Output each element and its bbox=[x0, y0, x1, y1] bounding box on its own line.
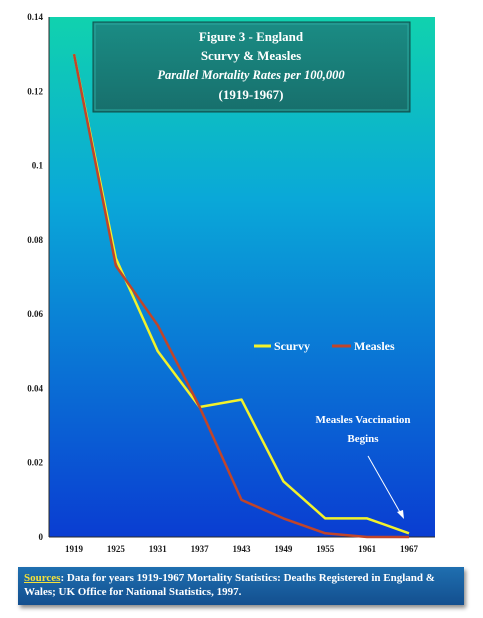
y-tick-label: 0.02 bbox=[27, 458, 43, 468]
title-line-4: (1919-1967) bbox=[219, 87, 284, 102]
series-line-measles bbox=[72, 53, 409, 539]
legend-label-measles: Measles bbox=[354, 339, 395, 353]
x-tick-label: 1967 bbox=[400, 544, 419, 554]
x-tick-label: 1925 bbox=[107, 544, 126, 554]
vaccination-annotation: Measles Vaccination Begins bbox=[315, 414, 411, 519]
x-tick-label: 1937 bbox=[191, 544, 210, 554]
annotation-line-1: Measles Vaccination bbox=[315, 414, 410, 426]
y-tick-label: 0.04 bbox=[27, 383, 43, 393]
x-tick-label: 1955 bbox=[316, 544, 335, 554]
x-tick-label: 1931 bbox=[149, 544, 168, 554]
x-tick-label: 1943 bbox=[233, 544, 252, 554]
title-line-1: Figure 3 - England bbox=[199, 29, 304, 44]
title-line-2: Scurvy & Measles bbox=[201, 48, 301, 63]
title-line-3: Parallel Mortality Rates per 100,000 bbox=[157, 68, 345, 82]
legend-label-scurvy: Scurvy bbox=[274, 339, 310, 353]
annotation-arrow bbox=[367, 455, 402, 515]
legend: Scurvy Measles bbox=[254, 339, 395, 353]
x-tick-label: 1949 bbox=[274, 544, 293, 554]
sources-text: : Data for years 1919-1967 Mortality Sta… bbox=[24, 572, 435, 598]
sources-box: Sources: Data for years 1919-1967 Mortal… bbox=[18, 567, 464, 605]
y-tick-label: 0.14 bbox=[27, 12, 43, 22]
y-tick-label: 0.08 bbox=[27, 235, 43, 245]
annotation-arrowhead bbox=[397, 510, 404, 519]
y-tick-label: 0 bbox=[39, 532, 44, 542]
title-box: Figure 3 - England Scurvy & Measles Para… bbox=[92, 21, 411, 113]
y-tick-label: 0.12 bbox=[27, 86, 43, 96]
x-tick-label: 1961 bbox=[358, 544, 377, 554]
annotation-line-2: Begins bbox=[347, 433, 379, 445]
y-tick-label: 0.1 bbox=[32, 161, 44, 171]
x-axis-ticks: 1919 1925 1931 1937 1943 1949 1955 1961 1967 bbox=[65, 544, 419, 554]
x-tick-label: 1919 bbox=[65, 544, 84, 554]
y-axis-ticks: 0 0.02 0.04 0.06 0.08 0.1 0.12 0.14 bbox=[27, 12, 43, 542]
sources-label: Sources bbox=[24, 572, 61, 584]
series-line-scurvy bbox=[72, 53, 410, 535]
y-tick-label: 0.06 bbox=[27, 309, 43, 319]
series-lines bbox=[72, 53, 410, 539]
